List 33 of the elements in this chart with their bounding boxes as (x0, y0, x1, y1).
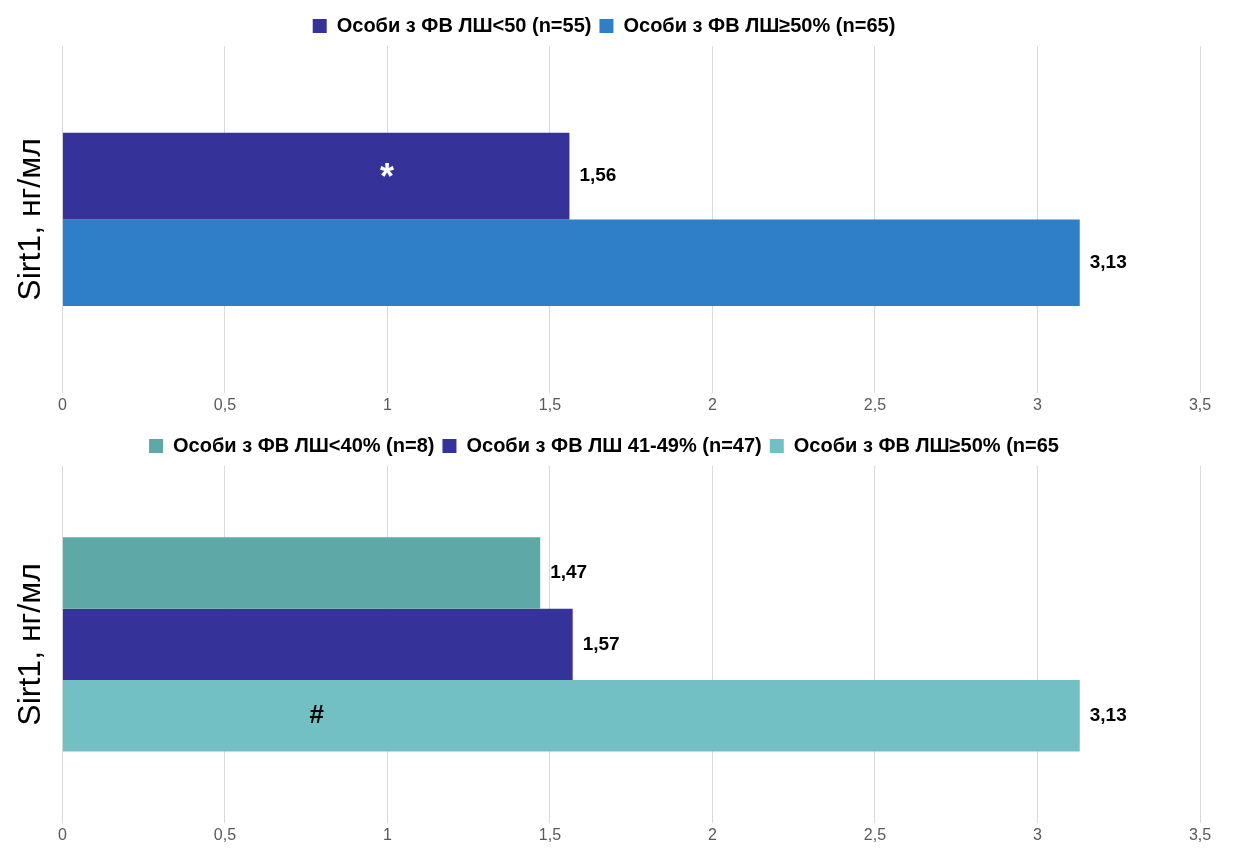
legend-label: Особи з ФВ ЛШ≥50% (n=65) (623, 13, 896, 36)
x-tick-label: 0,5 (213, 395, 237, 413)
x-tick-label: 3 (1033, 395, 1043, 413)
bar (62, 608, 573, 681)
bar (62, 537, 541, 609)
x-tick-label: 2,5 (863, 395, 887, 413)
x-tick-label: 1 (382, 395, 392, 413)
data-label: 3,13 (1089, 703, 1127, 725)
x-tick-label: 2 (708, 395, 717, 413)
x-tick-label: 0,5 (213, 825, 237, 843)
x-tick-label: 3,5 (1188, 825, 1212, 843)
x-tick-label: 0 (57, 395, 67, 413)
x-tick-label: 3 (1033, 825, 1043, 843)
y-axis-title: Sirt1, нг/мл (11, 563, 48, 726)
legend-label: Особи з ФВ ЛШ 41-49% (n=47) (466, 433, 762, 456)
x-tick-label: 1,5 (538, 825, 562, 843)
data-label: 1,57 (582, 632, 620, 654)
x-tick-label: 1,5 (538, 395, 562, 413)
annotation: # (309, 698, 325, 729)
data-label: 1,56 (579, 164, 617, 186)
x-tick-label: 2 (708, 825, 717, 843)
legend-label: Особи з ФВ ЛШ<50 (n=55) (336, 13, 592, 36)
y-axis-title: Sirt1, нг/мл (11, 138, 48, 301)
x-tick-label: 1 (382, 825, 392, 843)
data-label: 1,47 (550, 561, 588, 583)
legend-label: Особи з ФВ ЛШ≥50% (n=65 (793, 433, 1059, 456)
bar (62, 680, 1080, 752)
x-tick-label: 3,5 (1188, 395, 1212, 413)
x-tick-label: 2,5 (863, 825, 887, 843)
x-tick-label: 0 (57, 825, 67, 843)
legend-label: Особи з ФВ ЛШ<40% (n=8) (173, 433, 435, 456)
annotation: * (379, 155, 394, 197)
data-label: 3,13 (1089, 250, 1127, 272)
